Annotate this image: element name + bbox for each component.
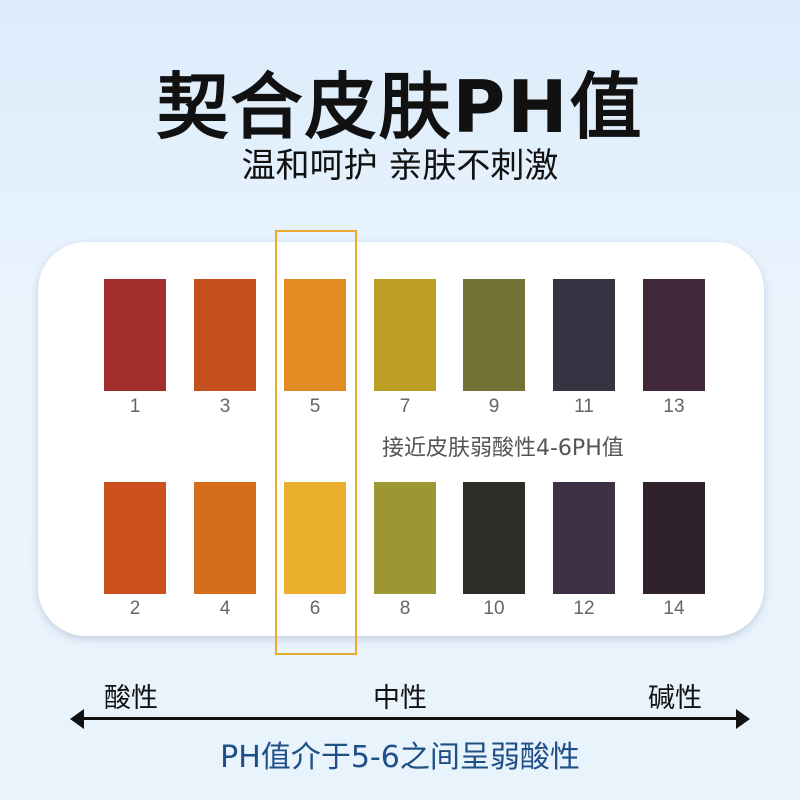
ph-label-5: 5 <box>309 396 321 417</box>
ph-swatch-14 <box>643 482 705 594</box>
ph-swatch-13 <box>643 279 705 391</box>
ph-swatch-1 <box>104 279 166 391</box>
ph-swatch-2 <box>104 482 166 594</box>
ph-label-14: 14 <box>663 598 685 619</box>
page-title: 契合皮肤PH值 <box>156 65 644 149</box>
ph-label-1: 1 <box>129 396 141 417</box>
ph-label-6: 6 <box>309 598 321 619</box>
highlight-box <box>275 230 357 655</box>
conclusion-text: PH值介于5-6之间呈弱酸性 <box>220 740 580 775</box>
ph-axis-line <box>80 717 740 720</box>
ph-swatch-12 <box>553 482 615 594</box>
ph-swatch-3 <box>194 279 256 391</box>
ph-swatch-9 <box>463 279 525 391</box>
ph-swatch-8 <box>374 482 436 594</box>
arrow-left-icon <box>70 709 84 729</box>
ph-note: 接近皮肤弱酸性4-6PH值 <box>382 436 624 461</box>
arrow-right-icon <box>736 709 750 729</box>
ph-swatch-4 <box>194 482 256 594</box>
ph-swatch-6 <box>284 482 346 594</box>
subtitle: 温和呵护 亲肤不刺激 <box>241 146 559 186</box>
ph-swatch-10 <box>463 482 525 594</box>
ph-label-7: 7 <box>399 396 411 417</box>
ph-swatch-7 <box>374 279 436 391</box>
ph-label-9: 9 <box>488 396 500 417</box>
ph-label-11: 11 <box>574 396 594 417</box>
ph-swatch-5 <box>284 279 346 391</box>
ph-swatch-11 <box>553 279 615 391</box>
ph-label-2: 2 <box>129 598 141 619</box>
ph-label-10: 10 <box>483 598 505 619</box>
ph-label-13: 13 <box>663 396 685 417</box>
label-acid: 酸性 <box>104 683 158 714</box>
ph-label-12: 12 <box>573 598 595 619</box>
ph-label-8: 8 <box>399 598 411 619</box>
ph-label-3: 3 <box>219 396 231 417</box>
label-alkaline: 碱性 <box>648 683 702 714</box>
label-neutral: 中性 <box>373 683 427 714</box>
ph-label-4: 4 <box>219 598 231 619</box>
